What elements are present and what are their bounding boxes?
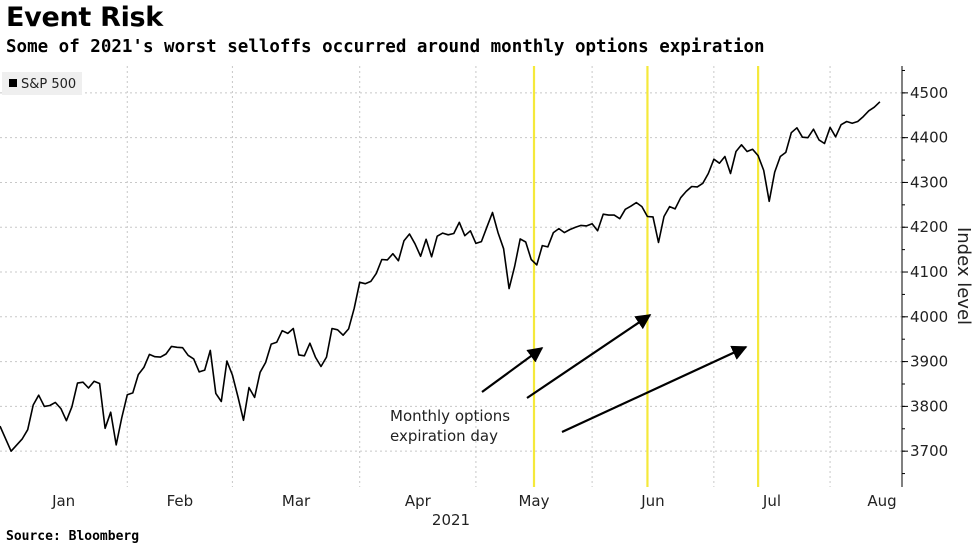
annotation-arrows: [481, 314, 748, 433]
x-axis: Jan Feb Mar Apr May Jun Jul Aug: [51, 492, 897, 510]
y-tick-label: 3700: [910, 442, 948, 460]
x-tick-label: Mar: [282, 492, 311, 510]
x-tick-label: Feb: [167, 492, 194, 510]
y-axis: [901, 66, 908, 487]
expiration-day-markers: [532, 66, 760, 487]
x-tick-label: Aug: [867, 492, 896, 510]
annotation-line: expiration day: [390, 427, 498, 445]
x-tick-label: May: [518, 492, 549, 510]
y-tick-label: 4200: [910, 218, 948, 236]
y-tick-label: 4500: [910, 84, 948, 102]
source-note: Source: Bloomberg: [6, 529, 140, 544]
chart-title: Event Risk: [6, 2, 163, 33]
y-tick-label: 4300: [910, 173, 948, 191]
annotation-arrow: [526, 314, 652, 399]
legend-swatch: [9, 79, 17, 87]
legend-label: S&P 500: [21, 77, 76, 92]
x-tick-label: Apr: [405, 492, 432, 510]
y-tick-label: 4000: [910, 308, 948, 326]
x-axis-year-label: 2021: [432, 511, 470, 529]
annotation-arrow: [481, 347, 544, 393]
annotation-line: Monthly options: [390, 407, 510, 425]
y-tick-label: 4100: [910, 263, 948, 281]
legend-background: [2, 72, 82, 95]
annotation: Monthly options expiration day: [390, 314, 748, 445]
x-tick-label: Jan: [51, 492, 75, 510]
x-tick-label: Jun: [640, 492, 664, 510]
y-tick-label: 3900: [910, 353, 948, 371]
x-tick-label: Jul: [762, 492, 781, 510]
chart-subtitle: Some of 2021's worst selloffs occurred a…: [6, 37, 765, 57]
legend: S&P 500: [2, 72, 82, 95]
y-tick-label: 3800: [910, 397, 948, 415]
y-tick-label: 4400: [910, 129, 948, 147]
y-axis-label: Index level: [953, 227, 974, 325]
sp500-line: [0, 101, 881, 452]
plot-background: [0, 66, 902, 487]
annotation-text: Monthly options expiration day: [390, 407, 510, 445]
y-tick-labels: 3700 3800 3900 4000 4100 4200 4300 4400 4500: [910, 84, 948, 460]
annotation-arrow: [561, 345, 748, 433]
grid-lines: [0, 66, 902, 487]
